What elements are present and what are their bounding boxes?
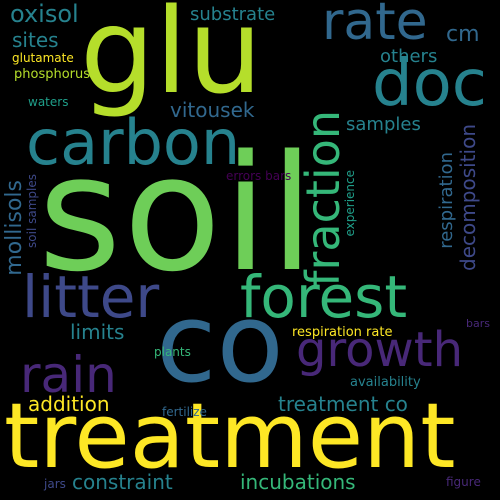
word-incubations: incubations — [240, 470, 356, 494]
word-phosphorus: phosphorus — [14, 67, 91, 82]
word-rate: rate — [322, 0, 428, 52]
word-fraction: fraction — [296, 110, 350, 287]
word-waters: waters — [28, 95, 69, 109]
word-mollisols: mollisols — [2, 180, 27, 276]
word-treatment-co: treatment co — [278, 392, 408, 416]
word-availability: availability — [350, 375, 421, 390]
word-rain: rain — [20, 346, 117, 404]
word-fertilize: fertilize — [162, 405, 207, 419]
word-bars: bars — [466, 317, 490, 330]
word-sites: sites — [12, 28, 59, 52]
word-plants: plants — [154, 345, 191, 359]
word-cm: cm — [446, 22, 480, 47]
word-litter: litter — [22, 263, 160, 331]
word-soil-samples: soil samples — [25, 174, 39, 248]
word-doc: doc — [372, 47, 487, 121]
word-vitousek: vitousek — [170, 98, 255, 122]
word-errors-bars: errors bars — [226, 169, 292, 183]
word-growth: growth — [296, 322, 464, 378]
word-addition: addition — [28, 392, 110, 416]
word-soil: soil — [38, 120, 317, 307]
word-glu: glu — [80, 0, 263, 120]
word-experience: experience — [343, 170, 357, 237]
word-forest: forest — [240, 263, 408, 331]
word-oxisol: oxisol — [10, 0, 79, 28]
word-figure: figure — [446, 475, 481, 489]
word-constraint: constraint — [72, 470, 173, 494]
word-respiration: respiration — [436, 152, 457, 249]
word-others: others — [380, 46, 438, 67]
word-glutamate: glutamate — [12, 51, 74, 65]
word-decomposition: decomposition — [456, 124, 480, 271]
word-treatment: treatment — [4, 384, 456, 489]
word-co: co — [156, 279, 284, 407]
word-samples: samples — [346, 114, 421, 135]
word-substrate: substrate — [190, 4, 276, 25]
word-carbon: carbon — [26, 106, 241, 179]
word-limits: limits — [70, 320, 125, 344]
word-jars: jars — [44, 477, 66, 491]
word-respiration-rate: respiration rate — [292, 325, 393, 340]
